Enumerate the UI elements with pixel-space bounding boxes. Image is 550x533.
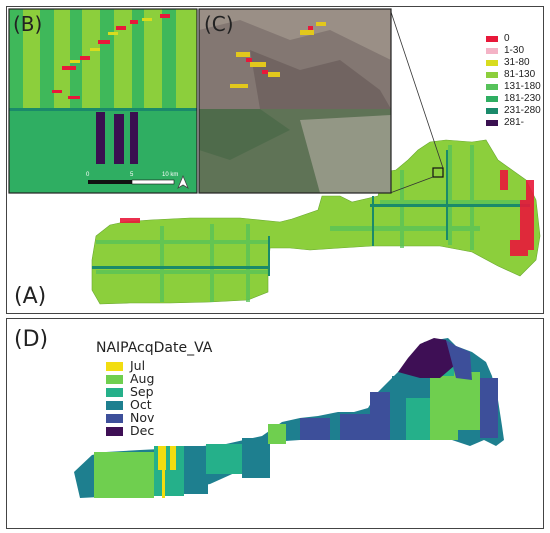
legend-swatch-4 — [486, 84, 498, 90]
inset-c-red-highlights — [246, 26, 313, 74]
legend-swatch-7 — [486, 120, 498, 126]
state-map-d — [74, 338, 504, 498]
map-d-dec-region — [398, 338, 454, 378]
map-a-red-edges — [120, 170, 534, 256]
legend-swatch-6 — [486, 108, 498, 114]
legend-top: 0 1-30 31-80 81-130 131-180 181-230 231-… — [480, 33, 544, 130]
legend2-swatch-1 — [106, 375, 123, 384]
legend2-label-5: Dec — [130, 423, 155, 438]
map-d-nov-region — [446, 340, 472, 380]
legend-label-1: 1-30 — [504, 45, 525, 56]
scale-mid: 5 — [130, 172, 134, 178]
legend-swatch-1 — [486, 48, 498, 54]
legend2-label-3: Oct — [130, 397, 152, 412]
legend2-swatch-4 — [106, 414, 123, 423]
legend-swatch-3 — [486, 72, 498, 78]
inset-b — [8, 8, 198, 194]
inset-marker-box — [432, 167, 444, 178]
scale-end: 10 km — [162, 172, 179, 178]
legend-label-0: 0 — [504, 33, 510, 44]
legend2-swatch-3 — [106, 401, 123, 410]
legend-swatch-5 — [486, 96, 498, 102]
legend-label-5: 181-230 — [504, 93, 541, 104]
inset-leader-line — [389, 8, 444, 169]
inset-b-dark-strips — [96, 112, 138, 164]
panel-label-b: (B) — [13, 12, 43, 36]
legend-label-2: 31-80 — [504, 57, 530, 68]
legend2-label-2: Sep — [130, 384, 154, 399]
legend-label-4: 131-180 — [504, 81, 541, 92]
map-a-texture — [96, 145, 530, 302]
state-map-a — [91, 8, 541, 305]
scale-bar — [88, 179, 175, 185]
north-arrow-icon — [177, 174, 189, 189]
inset-c-highlights — [230, 22, 326, 88]
legend-swatch-2 — [486, 60, 498, 66]
panel-label-d: (D) — [14, 327, 49, 352]
legend2-label-1: Aug — [130, 371, 155, 386]
panel-label-a: (A) — [14, 284, 47, 309]
inset-b-red-marks — [52, 14, 170, 99]
map-a-dark-lines — [92, 150, 530, 276]
panel-label-c: (C) — [204, 12, 234, 36]
legend2-label-0: Jul — [130, 358, 146, 373]
legend-label-6: 231-280 — [504, 105, 541, 116]
legend-bottom-title: NAIPAcqDate_VA — [96, 340, 213, 356]
inset-c — [198, 8, 392, 194]
legend-swatch-0 — [486, 36, 498, 42]
legend2-label-4: Nov — [130, 410, 155, 425]
legend-bottom: NAIPAcqDate_VA Jul Aug Sep Oct Nov Dec — [96, 340, 246, 438]
legend-label-3: 81-130 — [504, 69, 536, 80]
legend2-swatch-2 — [106, 388, 123, 397]
legend-label-7: 281- — [504, 117, 525, 128]
scale-zero: 0 — [86, 172, 90, 178]
panel-d-map — [6, 318, 544, 529]
inset-leader-line — [389, 176, 434, 194]
inset-b-yellow-marks — [70, 18, 152, 63]
legend2-swatch-0 — [106, 362, 123, 371]
legend2-swatch-5 — [106, 427, 123, 436]
